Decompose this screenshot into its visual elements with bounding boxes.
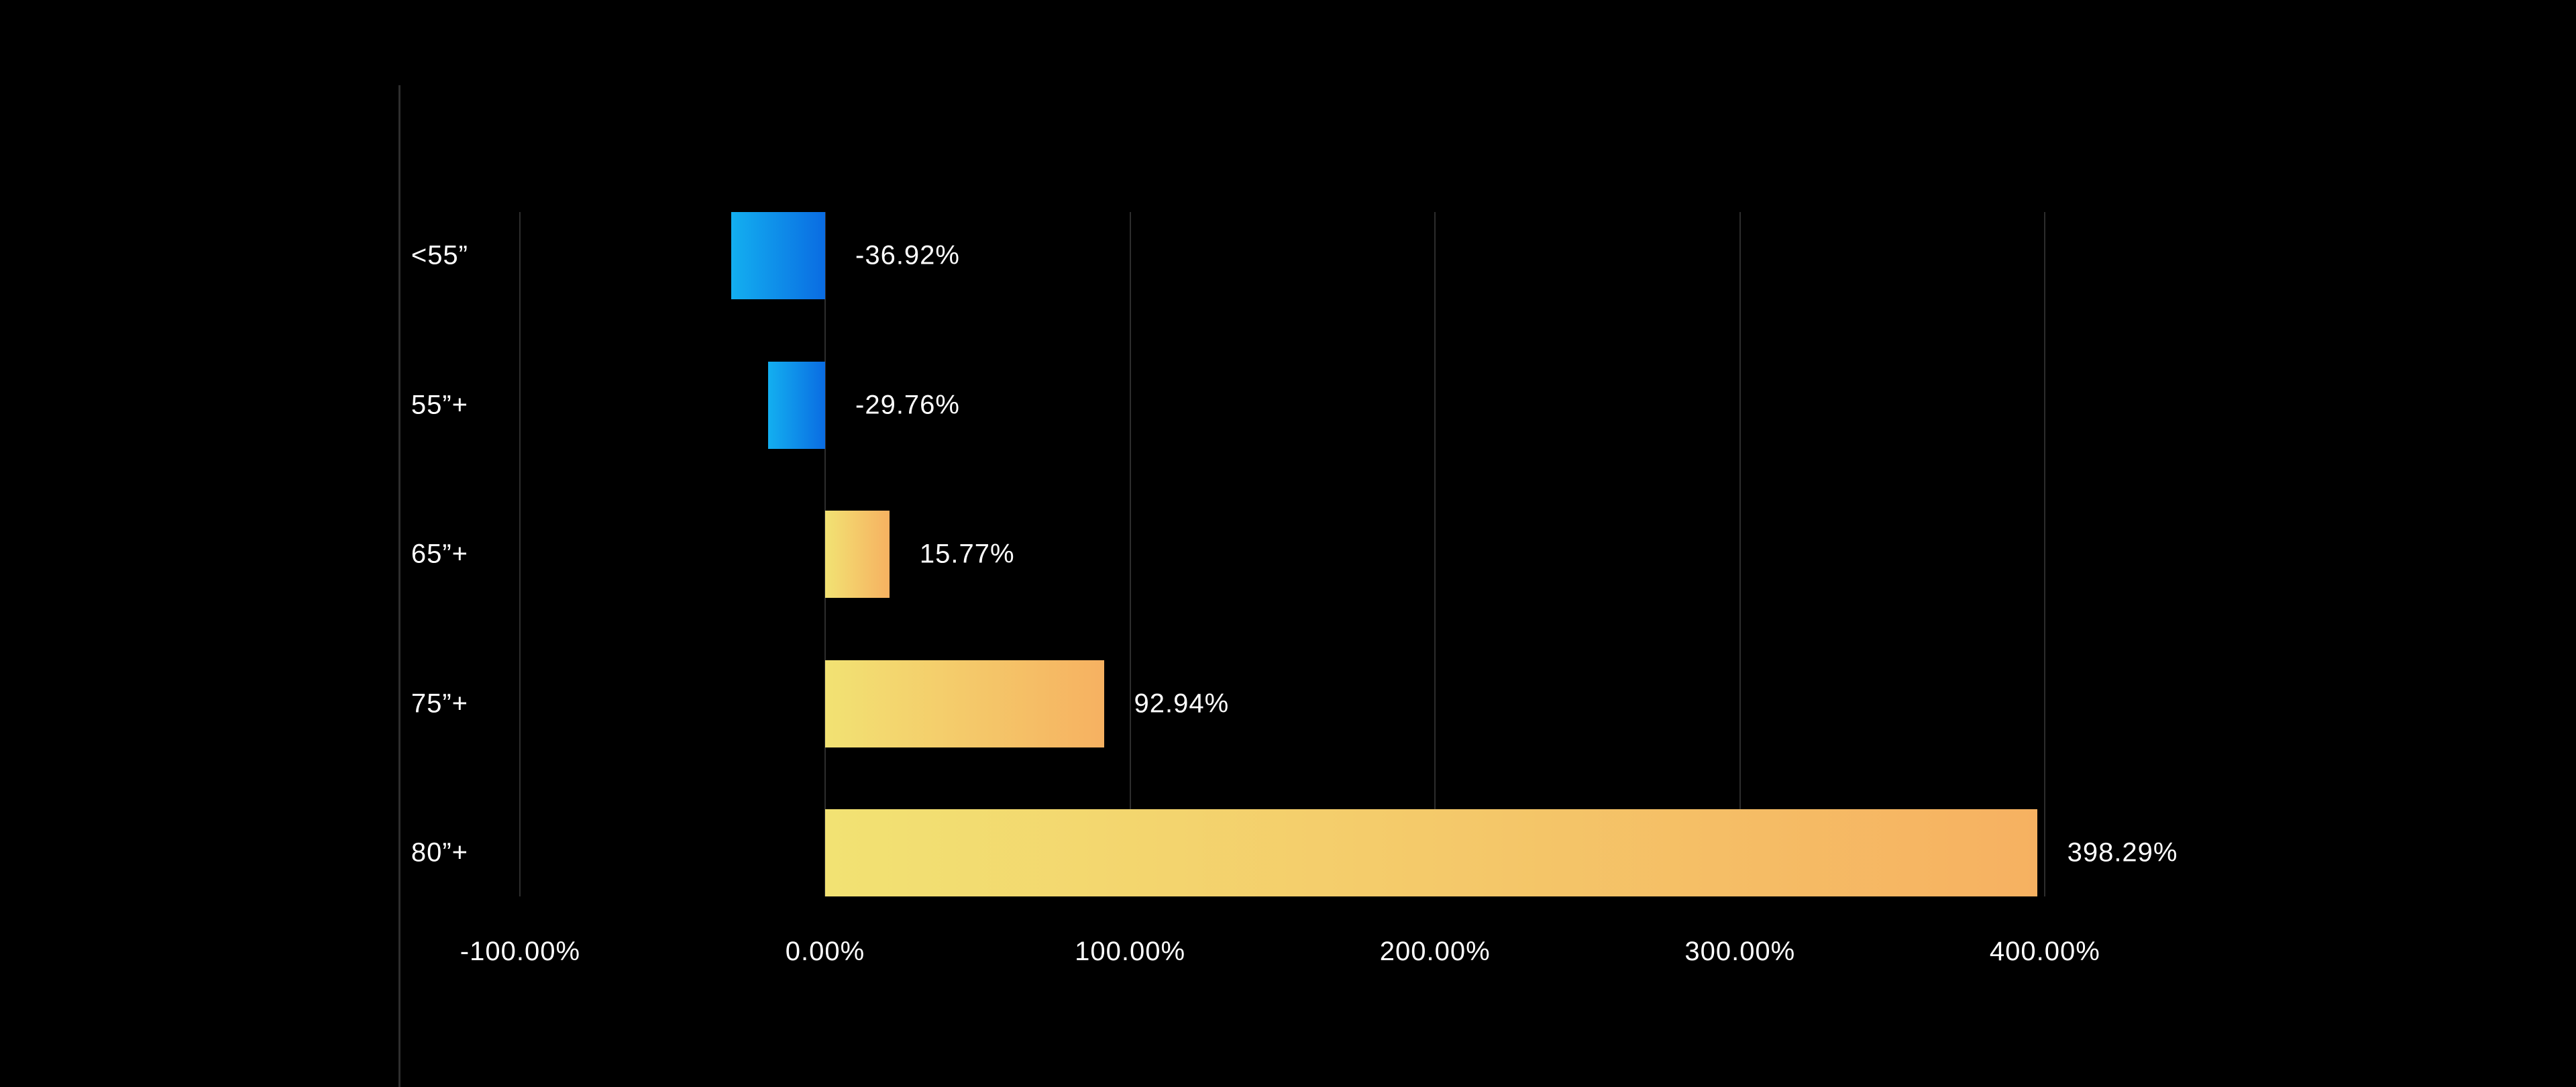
value-label: 398.29%	[2067, 837, 2178, 868]
x-axis-tick-label: 400.00%	[1989, 937, 2100, 966]
category-label: 80”+	[411, 837, 468, 868]
bar-negative	[767, 361, 825, 449]
value-label: -29.76%	[855, 390, 960, 419]
left-divider-line	[398, 85, 400, 1087]
gridline--100	[519, 212, 521, 896]
category-label: <55”	[411, 240, 468, 270]
x-axis-tick-label: 300.00%	[1684, 937, 1796, 966]
bar-negative	[731, 212, 825, 299]
category-label: 75”+	[411, 688, 468, 718]
gridline-400	[2044, 212, 2046, 896]
bar-positive	[825, 511, 890, 598]
value-label: 15.77%	[919, 539, 1015, 569]
gridline-200	[1434, 212, 1436, 896]
bar-positive	[825, 660, 1104, 747]
x-axis-tick-label: -100.00%	[460, 937, 581, 966]
x-axis-tick-label: 200.00%	[1379, 937, 1491, 966]
x-axis-tick-label: 0.00%	[785, 937, 865, 966]
gridline-100	[1129, 212, 1131, 896]
bar-positive	[825, 809, 2037, 896]
value-label: -36.92%	[855, 240, 960, 270]
x-axis-tick-label: 100.00%	[1075, 937, 1186, 966]
gridline-300	[1739, 212, 1741, 896]
category-label: 55”+	[411, 390, 468, 419]
value-label: 92.94%	[1134, 688, 1230, 718]
category-label: 65”+	[411, 539, 468, 569]
